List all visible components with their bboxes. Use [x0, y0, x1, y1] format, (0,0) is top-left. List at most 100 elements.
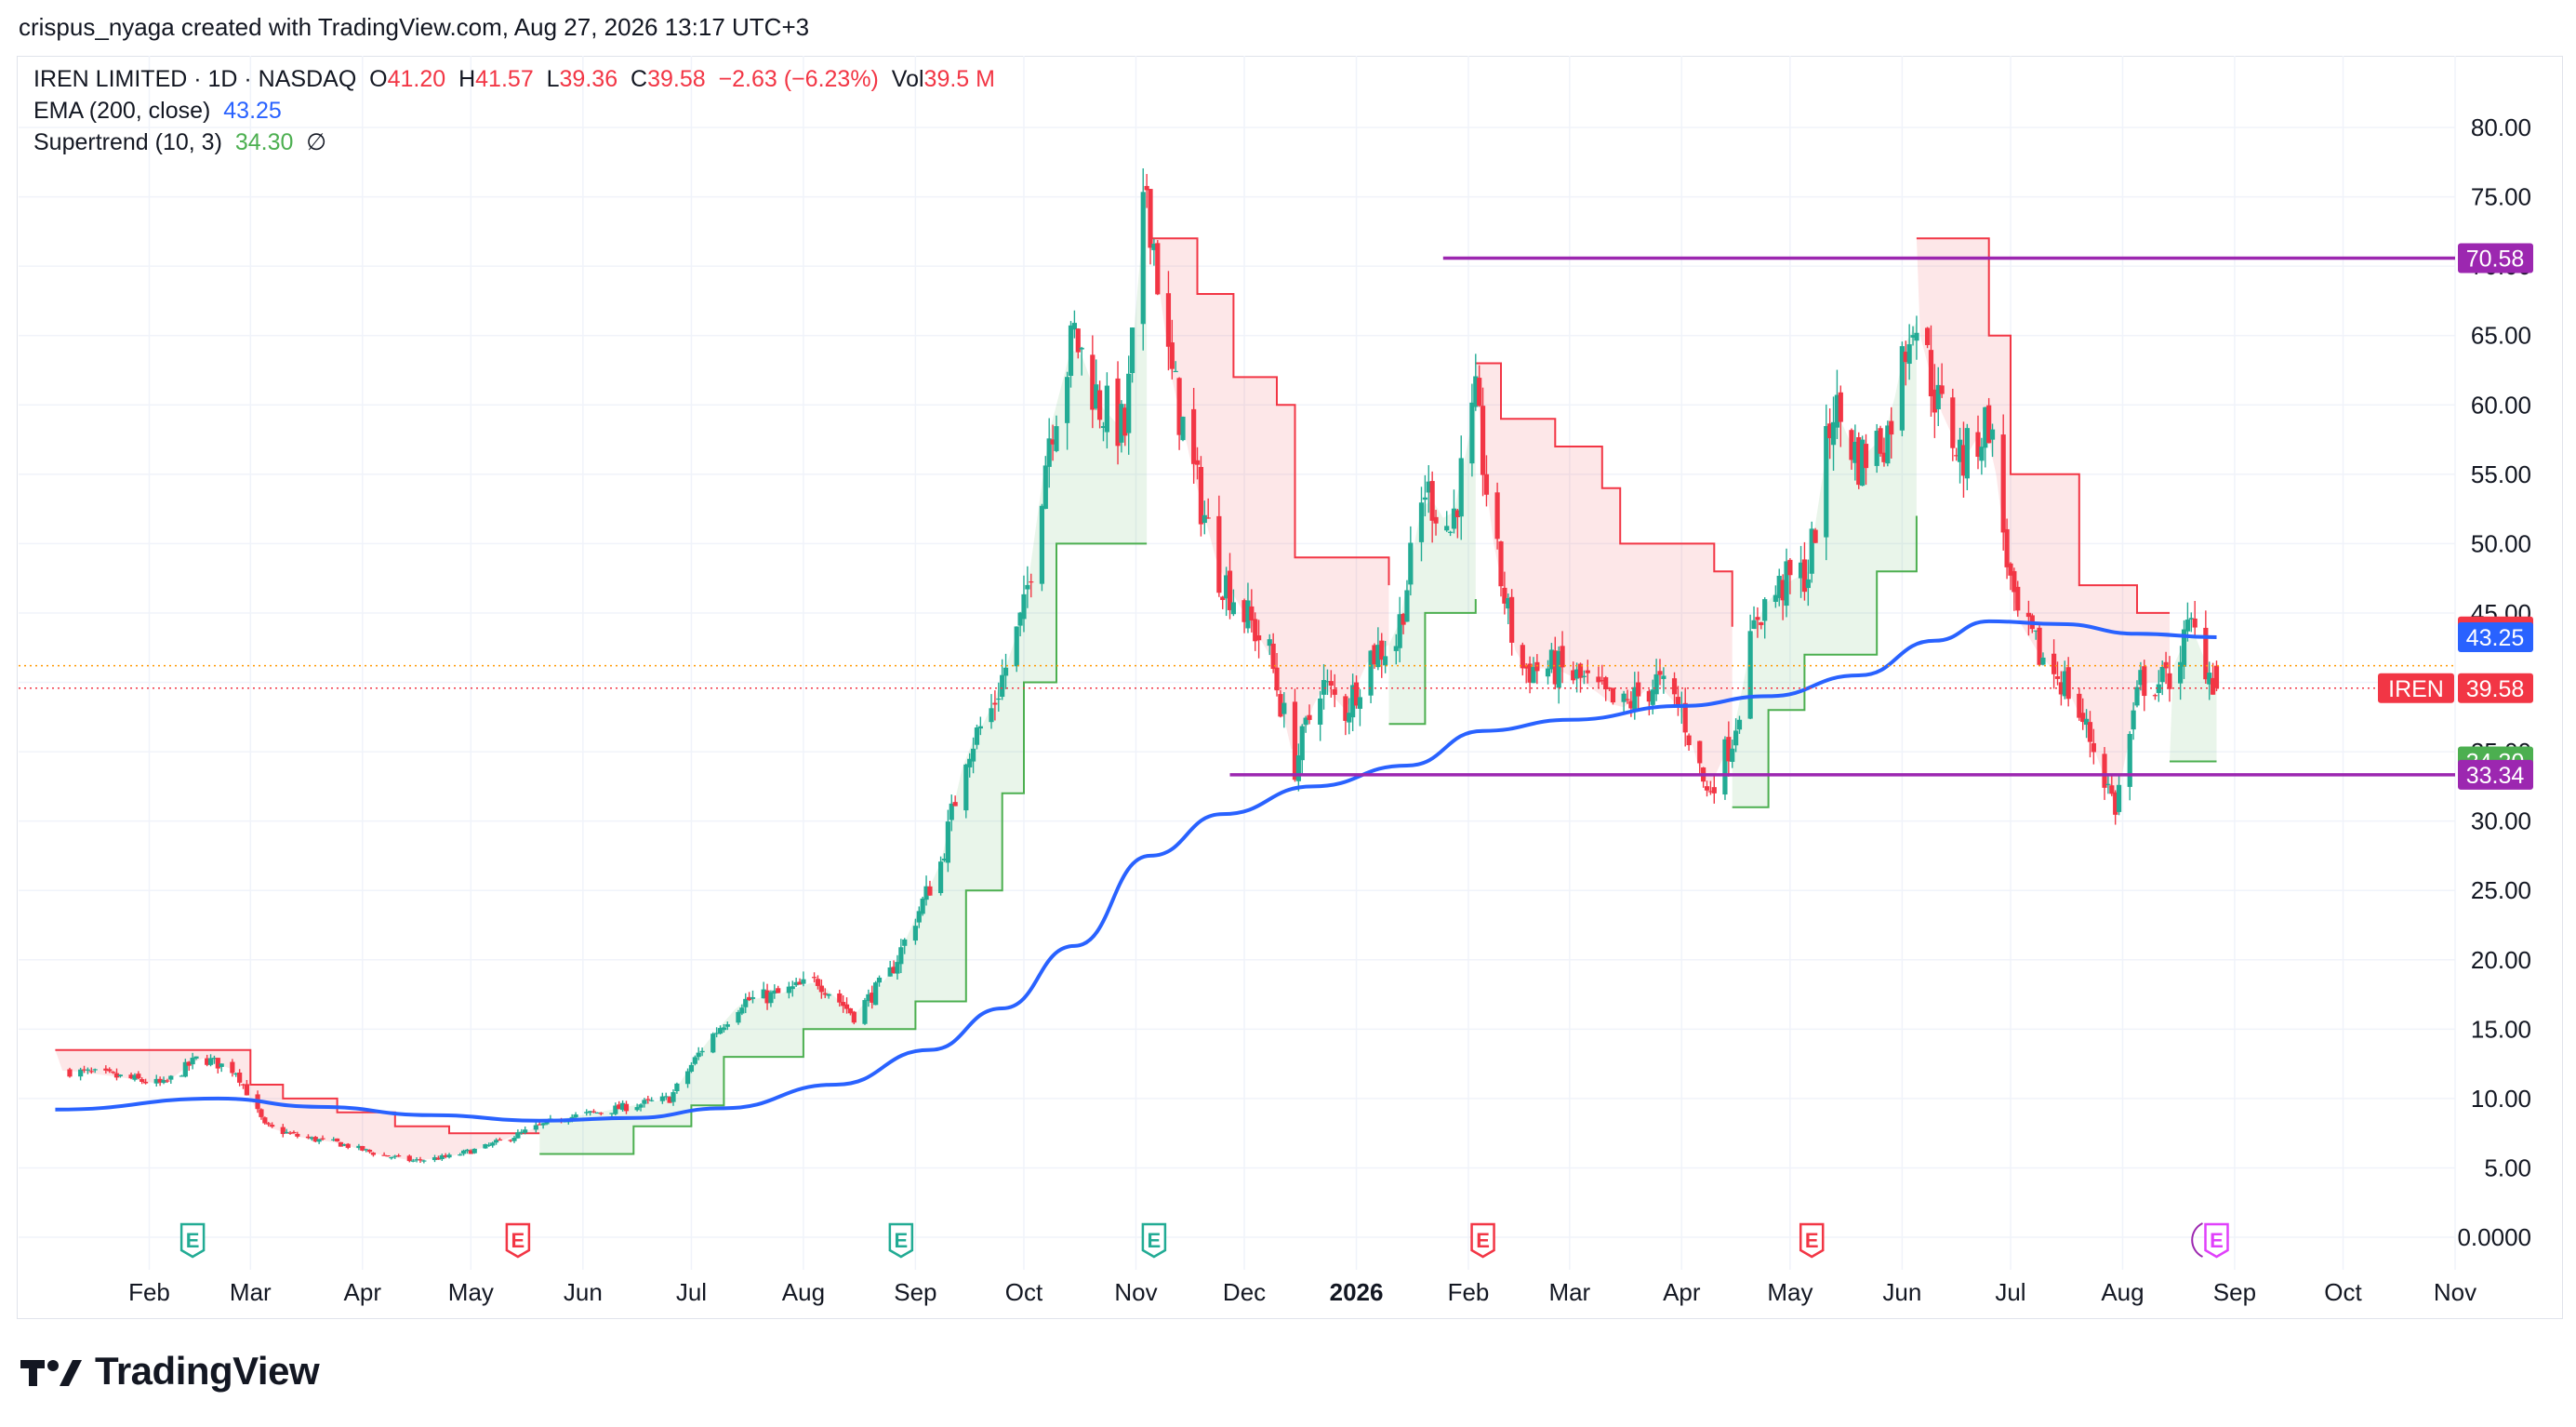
tradingview-brand: TradingView: [95, 1349, 320, 1393]
x-tick-label: May: [448, 1278, 494, 1306]
candle-body: [649, 1100, 655, 1101]
earnings-label: E: [2210, 1229, 2224, 1252]
low-label: L: [546, 66, 560, 92]
candle-body: [207, 1058, 214, 1065]
change-value: −2.63 (−6.23%): [718, 66, 879, 92]
candle-body: [714, 1033, 720, 1034]
supertrend-down-line: [1150, 237, 1390, 586]
candle-body: [392, 1155, 398, 1157]
candle-body: [692, 1057, 697, 1064]
tradingview-logo[interactable]: TradingView: [19, 1349, 320, 1394]
candle-body: [262, 1117, 268, 1124]
x-tick-label: 2026: [1330, 1278, 1384, 1306]
candle-body: [259, 1109, 264, 1117]
candle-body: [598, 1113, 604, 1114]
candle-body: [2181, 629, 2187, 667]
candle-body: [128, 1074, 134, 1079]
candle-body: [515, 1132, 521, 1139]
candle-body: [1585, 670, 1590, 673]
candle-body: [1343, 696, 1348, 721]
candle-body: [688, 1064, 695, 1073]
candle-body: [967, 758, 973, 767]
level-tag-low-label: 33.34: [2466, 763, 2525, 789]
candle-body: [1014, 626, 1019, 667]
symbol-title[interactable]: IREN LIMITED · 1D · NASDAQ: [33, 66, 357, 92]
candle-body: [1372, 645, 1377, 665]
candle-body: [244, 1084, 250, 1096]
candle-body: [490, 1142, 496, 1146]
candle-body: [977, 726, 983, 729]
y-tick-label: 55.00: [2471, 460, 2531, 488]
candle-body: [717, 1028, 724, 1034]
candle-body: [862, 1000, 868, 1024]
y-tick-label: 30.00: [2471, 807, 2531, 835]
candle-body: [743, 998, 749, 1007]
candle-body: [1860, 439, 1866, 487]
ema-200: [55, 619, 2217, 1123]
candle-body: [2213, 665, 2220, 688]
candle-body: [1408, 542, 1414, 585]
candle-body: [1650, 689, 1655, 705]
candle-body: [1299, 726, 1305, 761]
candle-body: [117, 1074, 123, 1077]
candle-body: [1805, 579, 1811, 589]
candle-body: [891, 967, 896, 974]
candle-body: [2105, 783, 2111, 785]
candle-body: [360, 1145, 365, 1151]
x-tick-label: Jul: [676, 1278, 707, 1306]
candle-body: [1979, 447, 1985, 461]
earnings-label: E: [895, 1229, 909, 1252]
legend-supertrend[interactable]: Supertrend (10, 3) 34.30 ∅: [33, 127, 995, 158]
y-tick-label: 25.00: [2471, 876, 2531, 904]
ema-label: EMA (200, close): [33, 98, 211, 124]
candle-body: [1426, 481, 1431, 493]
earnings-icon: [179, 1222, 206, 1259]
candle-body: [1267, 639, 1272, 647]
candle-body: [305, 1136, 312, 1139]
open-value: 41.20: [387, 66, 446, 92]
chart-frame[interactable]: [17, 56, 2563, 1319]
candle-body: [1759, 621, 1764, 625]
supertrend-up-line: [539, 542, 1148, 1155]
candle-body: [1097, 390, 1103, 420]
candle-body: [410, 1160, 416, 1162]
candle-body: [822, 993, 828, 995]
candle-body: [970, 748, 976, 762]
hidden-value-icon: ∅: [306, 129, 327, 155]
candle-body: [594, 1112, 600, 1114]
x-tick-label: Oct: [1005, 1278, 1043, 1306]
candle-body: [1126, 373, 1132, 433]
candle-body: [316, 1139, 322, 1142]
candle-body: [1397, 614, 1402, 648]
candle-body: [1827, 423, 1833, 439]
candle-body: [1730, 748, 1735, 762]
candle-body: [1632, 687, 1638, 713]
candle-body: [764, 990, 770, 1004]
candle-body: [78, 1069, 84, 1077]
candle-body: [2188, 618, 2194, 620]
supertrend-down-fill: [1475, 363, 1733, 786]
candle-body: [1755, 617, 1760, 620]
legend-ohlc: IREN LIMITED · 1D · NASDAQ O41.20 H41.57…: [33, 63, 995, 95]
candle-body: [284, 1131, 289, 1134]
supertrend-down-fill: [1150, 213, 1389, 750]
candle-body: [963, 764, 969, 811]
candle-body: [406, 1155, 412, 1162]
candle-body: [2077, 693, 2082, 718]
candle-body: [642, 1100, 647, 1104]
candle-body: [468, 1150, 473, 1154]
candle-body: [2113, 792, 2118, 815]
candle-body: [1838, 392, 1843, 422]
candle-body: [1100, 426, 1107, 429]
candle-body: [1447, 531, 1454, 533]
candle-body: [1071, 323, 1077, 330]
candle-body: [1787, 559, 1793, 576]
legend-ema[interactable]: EMA (200, close) 43.25: [33, 95, 995, 127]
candle-body: [439, 1154, 445, 1160]
candle-body: [920, 898, 925, 914]
candle-body: [418, 1159, 423, 1161]
candle-body: [1784, 561, 1789, 607]
candle-body: [1625, 699, 1630, 700]
candle-body: [1531, 667, 1536, 684]
